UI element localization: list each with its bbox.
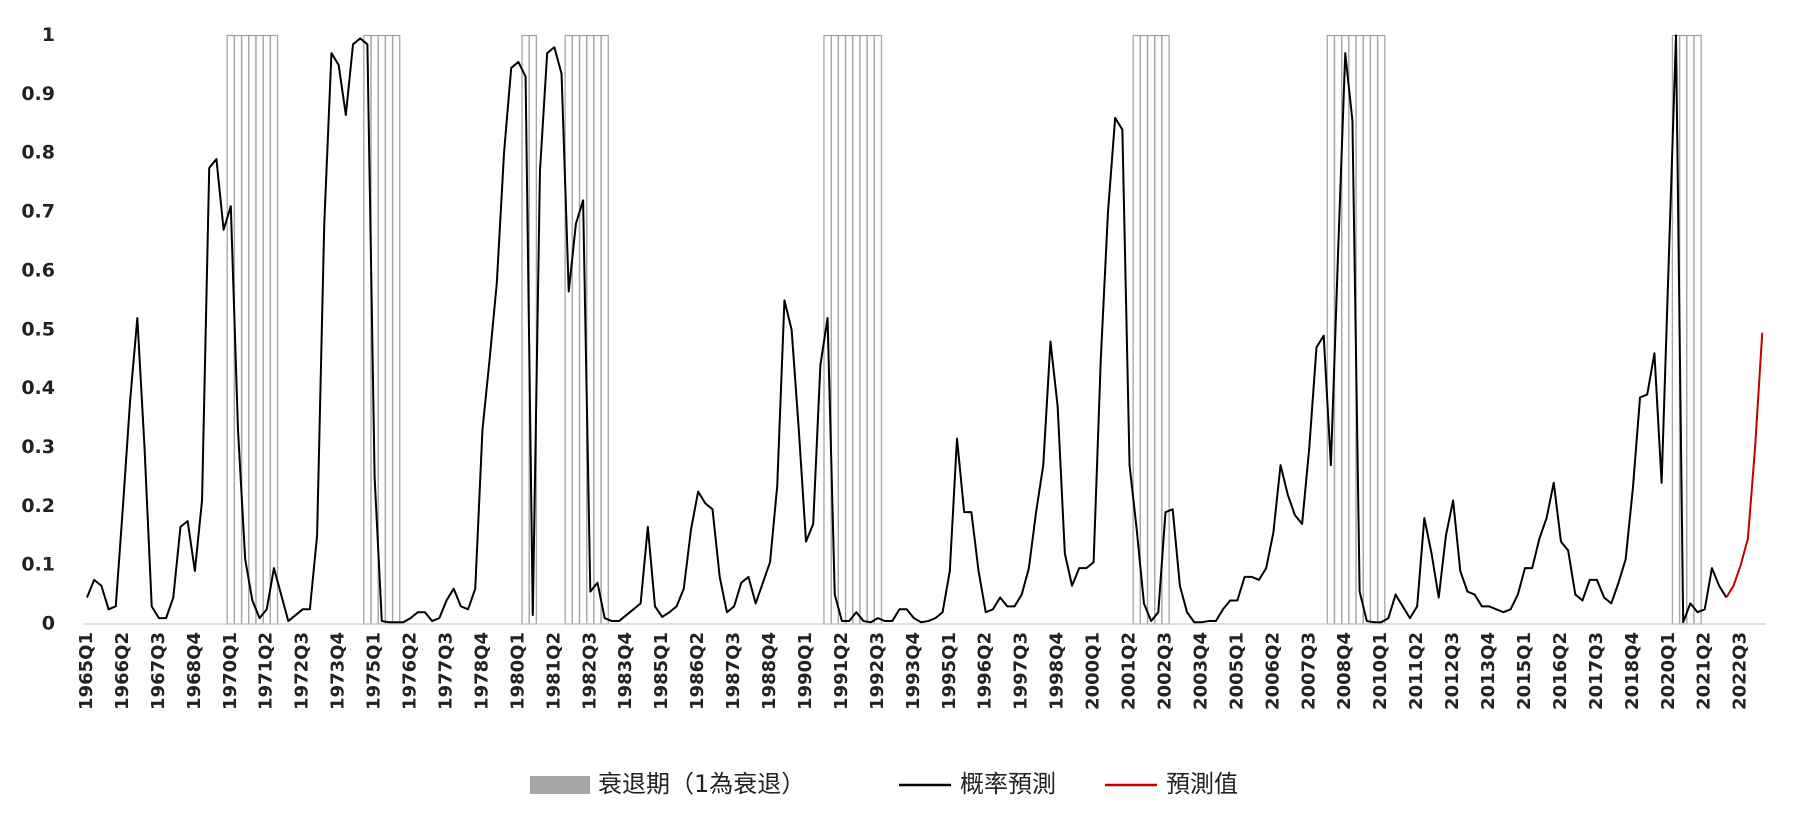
x-tick-label: 1998Q4: [1047, 632, 1068, 710]
x-tick-label: 1978Q4: [471, 632, 492, 710]
x-tick-label: 2010Q1: [1370, 632, 1391, 710]
y-tick-label: 0.6: [21, 259, 55, 281]
x-tick-label: 1982Q3: [579, 632, 600, 710]
recession-bar: [586, 34, 595, 625]
x-tick-label: 2008Q4: [1334, 632, 1355, 710]
recession-bar: [262, 34, 271, 625]
x-tick-label: 1977Q3: [435, 632, 456, 710]
legend-label: 概率預測: [960, 770, 1056, 798]
x-tick-label: 1993Q4: [903, 632, 924, 710]
y-tick-label: 0.7: [21, 201, 55, 223]
x-tick-label: 1985Q1: [651, 632, 672, 710]
recession-bar: [859, 34, 868, 625]
x-tick-label: 1996Q2: [975, 632, 996, 710]
recession-bar: [564, 34, 573, 625]
recession-bar: [391, 34, 401, 625]
y-tick-label: 0.1: [21, 554, 55, 576]
y-tick-label: 0.9: [21, 83, 55, 105]
x-tick-label: 1986Q2: [687, 632, 708, 710]
recession-bar: [844, 34, 854, 625]
x-tick-label: 1997Q3: [1011, 632, 1032, 710]
x-tick-label: 1975Q1: [364, 632, 385, 710]
x-tick-label: 1992Q3: [867, 632, 888, 710]
recession-bar: [240, 34, 250, 625]
recession-bar: [852, 34, 861, 625]
x-tick-label: 1968Q4: [184, 632, 205, 710]
recession-bar: [837, 34, 847, 625]
x-tick-label: 1976Q2: [400, 632, 421, 710]
x-tick-label: 2003Q4: [1190, 632, 1211, 710]
x-tick-label: 1972Q3: [292, 632, 313, 710]
recession-bar: [1326, 34, 1336, 625]
y-tick-label: 0.4: [21, 377, 55, 399]
x-tick-label: 2006Q2: [1262, 632, 1283, 710]
y-tick-label: 0: [42, 613, 55, 635]
recession-bar: [1362, 34, 1372, 625]
x-tick-label: 2007Q3: [1298, 632, 1319, 710]
x-tick-label: 1967Q3: [148, 632, 169, 710]
recession-bar: [1376, 34, 1386, 625]
recession-bar: [1678, 34, 1688, 625]
x-tick-label: 2000Q1: [1083, 632, 1104, 710]
x-tick-label: 1970Q1: [220, 632, 241, 710]
recession-bar: [248, 34, 257, 625]
recession-bar: [571, 34, 581, 625]
x-tick-label: 2020Q1: [1658, 632, 1679, 710]
recession-bar: [873, 34, 883, 625]
x-tick-label: 2005Q1: [1226, 632, 1247, 710]
x-tick-label: 1991Q2: [831, 632, 852, 710]
recession-bar: [600, 34, 609, 625]
recession-bar: [593, 34, 602, 625]
x-tick-label: 2022Q3: [1730, 632, 1751, 710]
recession-bar: [255, 34, 264, 625]
x-tick-label: 2012Q3: [1442, 632, 1463, 710]
recession-bar: [1369, 34, 1379, 625]
y-tick-label: 0.3: [21, 436, 55, 458]
x-tick-label: 2016Q2: [1550, 632, 1571, 710]
y-tick-label: 0.2: [21, 495, 55, 517]
x-tick-label: 1965Q1: [76, 632, 97, 710]
x-tick-label: 1981Q2: [543, 632, 564, 710]
x-tick-label: 1988Q4: [759, 632, 780, 710]
recession-bar: [269, 34, 279, 625]
recession-bar: [226, 34, 236, 625]
y-tick-label: 1: [42, 24, 55, 46]
x-tick-label: 2001Q2: [1119, 632, 1140, 710]
x-tick-label: 2011Q2: [1406, 632, 1427, 710]
x-tick-label: 2018Q4: [1622, 632, 1643, 710]
probability-line: [86, 34, 1728, 624]
recession-bar: [866, 34, 875, 625]
x-tick-label: 1983Q4: [615, 632, 636, 710]
legend-label: 衰退期（1為衰退）: [598, 770, 805, 798]
recession-bar: [384, 34, 394, 625]
recession-bar: [377, 34, 387, 625]
recession-bar: [1139, 34, 1149, 625]
recession-bar: [1154, 34, 1163, 625]
x-tick-label: 2002Q3: [1154, 632, 1175, 710]
recession-bar: [1686, 34, 1695, 625]
x-tick-label: 1987Q3: [723, 632, 744, 710]
y-tick-label: 0.8: [21, 142, 55, 164]
x-tick-label: 1995Q1: [939, 632, 960, 710]
recession-bar: [1146, 34, 1156, 625]
x-tick-label: 2013Q4: [1478, 632, 1499, 710]
x-tick-label: 1990Q1: [795, 632, 816, 710]
y-tick-label: 0.5: [21, 318, 55, 340]
x-tick-label: 1973Q4: [328, 632, 349, 710]
legend-swatch: [530, 776, 590, 794]
recession-bar: [1693, 34, 1702, 625]
x-tick-label: 1971Q2: [256, 632, 277, 710]
recession-bar: [528, 34, 538, 625]
x-tick-label: 2017Q3: [1586, 632, 1607, 710]
x-tick-label: 1966Q2: [112, 632, 133, 710]
x-tick-label: 1980Q1: [507, 632, 528, 710]
x-tick-label: 2021Q2: [1694, 632, 1715, 710]
recession-bar: [363, 34, 372, 625]
x-tick-label: 2015Q1: [1514, 632, 1535, 710]
legend-label: 預測值: [1166, 770, 1238, 798]
probability-line: [1725, 332, 1764, 599]
